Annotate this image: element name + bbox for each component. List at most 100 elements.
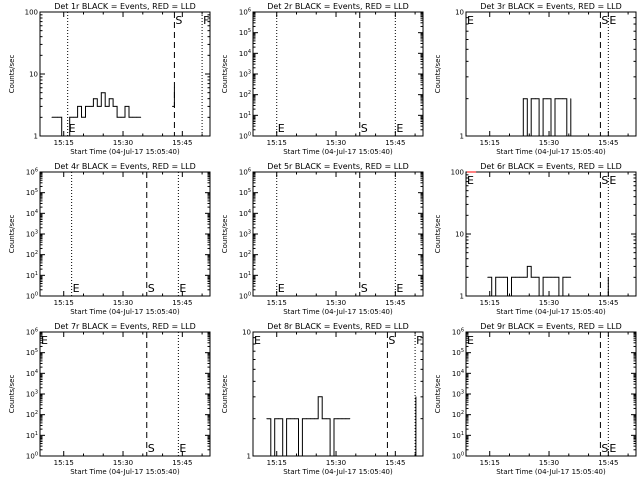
chart-panel-det-3: Det 3r BLACK = Events, RED = LLD Counts/s…: [434, 2, 637, 156]
x-tick-label: 15:45: [172, 139, 192, 147]
marker-label-S: S: [175, 14, 182, 27]
x-tick-label: 15:45: [385, 299, 405, 307]
y-axis-label: Counts/sec: [221, 55, 229, 94]
marker-label-E: E: [609, 442, 616, 455]
data-point: [128, 116, 130, 118]
y-tick-label: 10: [29, 71, 38, 79]
plot-frame: [252, 331, 424, 457]
y-tick-label: 102: [239, 250, 251, 259]
data-point: [136, 116, 138, 118]
marker-label-S: S: [601, 442, 608, 455]
data-point: [313, 418, 315, 420]
y-tick-label: 101: [239, 111, 251, 120]
data-point: [607, 276, 609, 278]
data-point: [69, 116, 71, 118]
data-point: [519, 276, 520, 278]
data-point: [317, 396, 319, 398]
data-point: [538, 295, 540, 297]
y-tick-label: 105: [26, 348, 38, 357]
data-point: [100, 92, 102, 94]
marker-label-S: S: [361, 282, 368, 295]
data-point: [607, 295, 608, 297]
data-point: [333, 418, 335, 420]
data-point: [542, 98, 544, 100]
y-tick-label: 102: [26, 250, 38, 259]
data-point: [290, 418, 291, 420]
marker-label-E: E: [467, 174, 474, 187]
marker-label-F: F: [416, 334, 422, 347]
y-tick-label: 100: [26, 292, 38, 301]
chart-title: Det 8r BLACK = Events, RED = LLD: [267, 322, 409, 331]
data-point: [81, 116, 82, 118]
marker-label-E: E: [179, 442, 186, 455]
x-axis-label: Start Time (04-Jul-17 15:05:40): [70, 148, 180, 156]
marker-label-E: E: [609, 14, 616, 27]
y-tick-label: 103: [452, 390, 464, 399]
marker-label-E: E: [278, 282, 285, 295]
y-axis-label: Counts/sec: [434, 215, 442, 254]
data-point: [413, 455, 415, 457]
data-point: [282, 455, 284, 457]
x-tick-label: 15:45: [598, 459, 618, 467]
y-tick-label: 103: [239, 70, 251, 79]
chart-panel-det-4: Det 4r BLACK = Events, RED = LLD Counts/s…: [8, 162, 211, 316]
data-point: [274, 418, 276, 420]
data-point: [503, 276, 504, 278]
data-point: [73, 116, 74, 118]
chart-panel-det-9: Det 9r BLACK = Events, RED = LLD Counts/s…: [434, 322, 637, 476]
y-tick-label: 102: [452, 410, 464, 419]
data-point: [558, 295, 560, 297]
data-point: [570, 98, 572, 100]
data-point: [530, 98, 532, 100]
data-point: [294, 418, 295, 420]
data-point: [530, 276, 532, 278]
x-tick-label: 15:15: [480, 299, 500, 307]
data-point: [120, 116, 122, 118]
data-point: [511, 276, 512, 278]
data-point: [349, 418, 351, 420]
y-tick-label: 101: [239, 271, 251, 280]
data-point: [302, 418, 303, 420]
chart-title: Det 6r BLACK = Events, RED = LLD: [480, 162, 622, 171]
data-point: [570, 276, 572, 278]
series-line: [519, 98, 572, 137]
data-point: [93, 98, 94, 100]
chart-panel-det-2: Det 2r BLACK = Events, RED = LLD Counts/s…: [221, 2, 424, 156]
data-point: [550, 135, 552, 137]
data-point: [132, 116, 134, 118]
marker-label-E: E: [609, 174, 616, 187]
x-tick-label: 15:15: [267, 299, 287, 307]
data-point: [554, 98, 556, 100]
data-point: [51, 116, 53, 118]
x-tick-label: 15:30: [326, 459, 346, 467]
x-tick-label: 15:30: [113, 459, 133, 467]
data-point: [550, 276, 552, 278]
y-tick-label: 104: [26, 369, 38, 378]
data-point: [562, 98, 564, 100]
y-tick-label: 103: [26, 390, 38, 399]
data-point: [491, 295, 493, 297]
plot-frame: [39, 171, 211, 297]
chart-title: Det 9r BLACK = Events, RED = LLD: [480, 322, 622, 331]
data-point: [108, 98, 110, 100]
y-tick-label: 106: [239, 168, 251, 177]
marker-label-S: S: [148, 282, 155, 295]
marker-label-S: S: [601, 174, 608, 187]
y-axis-label: Counts/sec: [8, 375, 16, 414]
y-tick-label: 104: [239, 209, 251, 218]
x-tick-label: 15:30: [326, 299, 346, 307]
marker-label-S: S: [388, 334, 395, 347]
y-tick-label: 1: [460, 133, 464, 141]
data-point: [321, 418, 323, 420]
data-point: [495, 276, 497, 278]
chart-title: Det 7r BLACK = Events, RED = LLD: [54, 322, 196, 331]
data-point: [298, 455, 299, 457]
chart-title: Det 5r BLACK = Events, RED = LLD: [267, 162, 409, 171]
y-tick-label: 100: [452, 452, 464, 461]
y-tick-label: 1: [460, 293, 464, 301]
y-tick-label: 106: [239, 8, 251, 17]
data-point: [174, 87, 175, 89]
data-point: [116, 116, 118, 118]
y-tick-label: 105: [26, 188, 38, 197]
